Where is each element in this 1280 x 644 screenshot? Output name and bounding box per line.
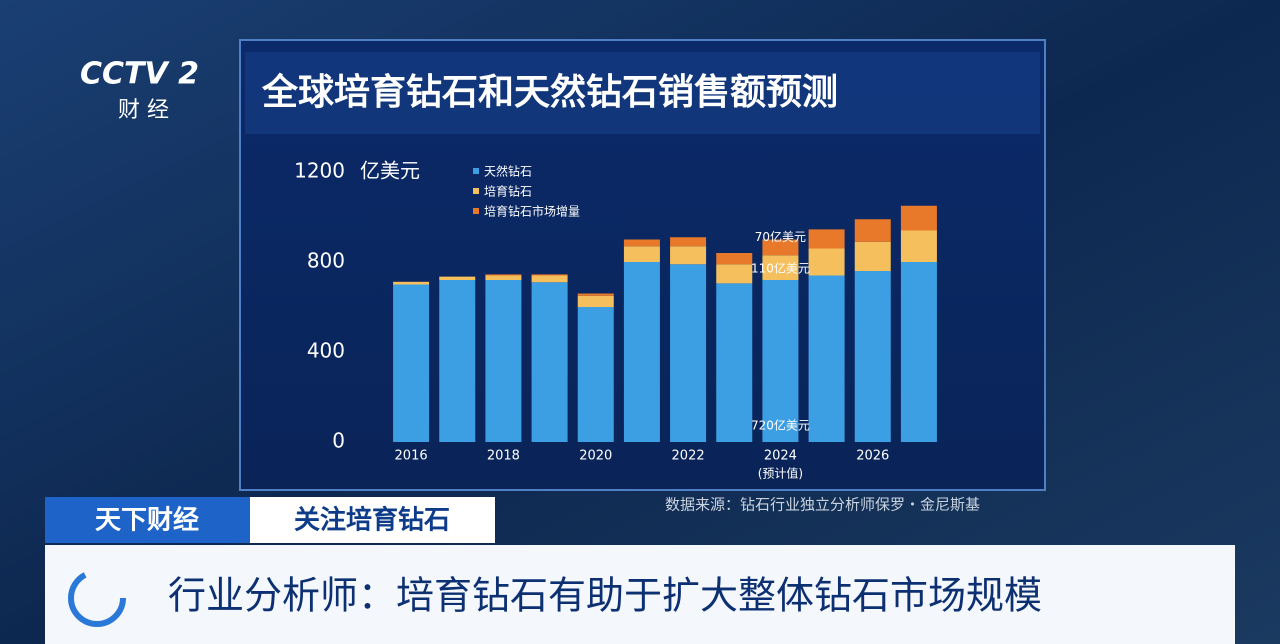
bar-segment (531, 282, 568, 442)
x-tick-label: 2016 (395, 449, 428, 464)
bar-segment (577, 307, 614, 442)
bar-segment (716, 253, 753, 265)
y-tick-label: 800 (307, 249, 345, 273)
annotation: (预计值) (758, 466, 803, 481)
bar-segment (485, 280, 522, 442)
y-tick-label: 400 (307, 339, 345, 363)
bar-segment (531, 274, 568, 276)
bar-segment (900, 230, 937, 262)
bar-segment (716, 283, 753, 442)
bar-segment (439, 276, 476, 280)
title-bar (245, 52, 1040, 134)
x-tick-label: 2026 (856, 449, 889, 464)
bar-segment (762, 255, 799, 280)
legend-swatch (473, 168, 479, 174)
bar-segment (854, 219, 891, 242)
source: 数据来源：钻石行业独立分析师保罗・金尼斯基 (665, 496, 980, 514)
program-box (45, 497, 250, 543)
y-tick-label: 1200 (294, 159, 345, 183)
headline-icon (68, 569, 126, 627)
annotation: 110亿美元 (751, 260, 810, 275)
bar-segment (577, 295, 614, 307)
legend-label: 培育钻石市场增量 (484, 204, 580, 219)
legend-swatch (473, 208, 479, 214)
annotation: 70亿美元 (755, 229, 806, 244)
logo: CCTV 2 (80, 57, 199, 92)
bar-segment (900, 205, 937, 231)
headline-bar (45, 545, 1235, 644)
legend-swatch (473, 188, 479, 194)
bar-segment (439, 280, 476, 442)
bar-segment (393, 281, 430, 285)
y-unit: 亿美元 (360, 159, 420, 183)
annotation: 720亿美元 (751, 418, 810, 433)
bar-segment (485, 275, 522, 280)
bar-segment (623, 246, 660, 262)
bar-segment (577, 293, 614, 296)
channel: 财 经 (118, 98, 169, 123)
bar-segment (854, 241, 891, 271)
bar-segment (716, 264, 753, 284)
bar-segment (393, 284, 430, 442)
bar-segment (670, 246, 707, 265)
bar-segment (854, 271, 891, 442)
bar-segment (808, 229, 845, 249)
topic-box (250, 497, 495, 543)
bar-segment (762, 239, 799, 256)
chart-title: 全球培育钻石和天然钻石销售额预测 (261, 71, 838, 113)
bar-segment (808, 248, 845, 276)
x-tick-label: 2018 (487, 449, 520, 464)
topic: 关注培育钻石 (294, 505, 450, 536)
x-tick-label: 2022 (672, 449, 705, 464)
headline: 行业分析师：培育钻石有助于扩大整体钻石市场规模 (168, 574, 1042, 618)
x-tick-label: 2024 (764, 449, 797, 464)
bar-segment (623, 239, 660, 247)
legend-label: 培育钻石 (484, 184, 532, 199)
legend-label: 天然钻石 (484, 164, 532, 179)
bar-segment (531, 275, 568, 283)
program: 天下财经 (95, 505, 199, 536)
x-tick-label: 2020 (579, 449, 612, 464)
y-tick-label: 0 (332, 429, 345, 453)
bar-segment (808, 275, 845, 442)
bar-segment (485, 274, 522, 276)
bar-segment (762, 280, 799, 442)
bar-segment (623, 262, 660, 442)
bar-segment (900, 262, 937, 442)
bar-segment (670, 264, 707, 442)
bar-segment (670, 237, 707, 247)
